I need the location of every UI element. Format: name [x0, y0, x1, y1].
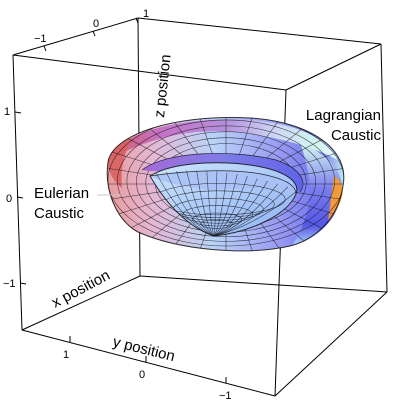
- z-axis-label: z position: [151, 54, 175, 119]
- z-tick-label: 1: [4, 106, 10, 118]
- eulerian-label-line2: Caustic: [34, 205, 85, 222]
- top-axis: −1 0 1: [34, 8, 149, 52]
- y-tick-label: −1: [219, 390, 232, 402]
- top-tick-label: 1: [143, 8, 149, 20]
- y-tick-label: 1: [63, 349, 69, 361]
- z-tick-label: −1: [3, 278, 16, 290]
- inner-radial-curve: [213, 189, 297, 236]
- z-axis: 1 0 −1 z position: [3, 54, 175, 290]
- lagrangian-label-line2: Caustic: [331, 127, 382, 144]
- torus-hole: [141, 153, 304, 193]
- top-tick-label: 0: [93, 18, 99, 30]
- eulerian-caustic-label: Eulerian Caustic: [34, 185, 89, 222]
- inner-radial-curve: [176, 171, 215, 236]
- torus-spoke-line: [124, 202, 180, 232]
- inner-radial-curve: [213, 180, 268, 236]
- y-tick-label: 0: [139, 369, 145, 381]
- x-axis: x position: [49, 267, 113, 312]
- torus-spoke-line: [196, 117, 213, 155]
- torus-spoke-line: [144, 124, 189, 161]
- torus-spoke-line: [239, 117, 256, 155]
- torus-spoke-line: [263, 124, 308, 161]
- torus-spoke-line: [108, 196, 173, 218]
- x-axis-label: x position: [49, 267, 113, 312]
- inner-radial-curve: [213, 178, 258, 236]
- inner-radial-curve: [213, 186, 289, 236]
- inner-ring-line: [182, 205, 253, 224]
- y-axis: 1 0 −1 y position: [63, 333, 232, 402]
- inner-radial-curve: [213, 174, 238, 236]
- inner-ring-line: [200, 219, 233, 229]
- z-tick-label: 0: [6, 193, 12, 205]
- y-axis-label: y position: [111, 333, 177, 365]
- lagrangian-caustic-label: Lagrangian Caustic: [306, 107, 382, 144]
- eulerian-label-line1: Eulerian: [34, 185, 89, 202]
- inner-radial-curve: [166, 171, 215, 236]
- lagrangian-label-line1: Lagrangian: [306, 107, 381, 124]
- inner-radial-curve: [213, 175, 248, 236]
- torus-spoke-line: [272, 136, 328, 166]
- torus-spoke-line: [251, 117, 283, 158]
- bounding-box: [12, 17, 388, 397]
- inner-ring-line: [192, 212, 242, 227]
- top-tick-label: −1: [34, 33, 47, 45]
